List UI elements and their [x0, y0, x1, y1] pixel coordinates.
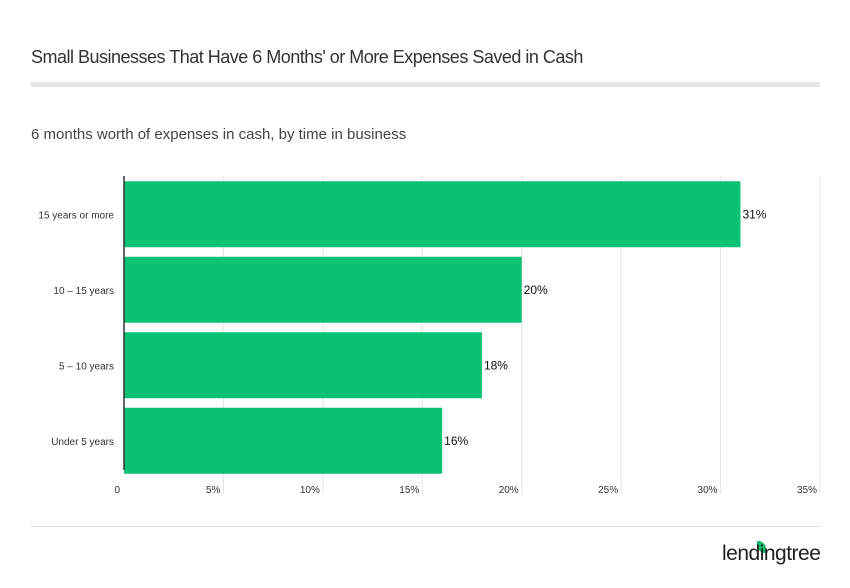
x-tick-label: 15% — [399, 485, 419, 496]
x-tick-label: 5% — [206, 485, 221, 496]
x-tick-label: 10% — [300, 485, 320, 496]
category-label: 15 years or more — [38, 210, 114, 221]
footer-divider — [31, 526, 820, 527]
leaf-icon — [757, 541, 766, 553]
title-divider — [31, 82, 820, 87]
x-tick-label: 0 — [114, 485, 120, 496]
category-label: Under 5 years — [51, 437, 114, 448]
bar — [124, 181, 741, 248]
category-label: 10 – 15 years — [53, 286, 114, 297]
x-tick-label: 35% — [797, 485, 817, 496]
bar — [124, 256, 522, 323]
category-label: 5 – 10 years — [59, 361, 114, 372]
data-label: 31% — [742, 207, 766, 221]
data-label: 18% — [484, 358, 508, 372]
x-tick-label: 20% — [499, 485, 519, 496]
x-tick-label: 25% — [598, 485, 618, 496]
x-tick-label: 30% — [698, 485, 718, 496]
data-label: 16% — [444, 434, 468, 448]
data-label: 20% — [524, 283, 548, 297]
lendingtree-logo: lendingtree — [722, 542, 821, 565]
bar — [124, 332, 482, 399]
chart-title: Small Businesses That Have 6 Months' or … — [31, 47, 583, 67]
chart-subtitle: 6 months worth of expenses in cash, by t… — [31, 126, 407, 143]
bar — [124, 407, 443, 474]
